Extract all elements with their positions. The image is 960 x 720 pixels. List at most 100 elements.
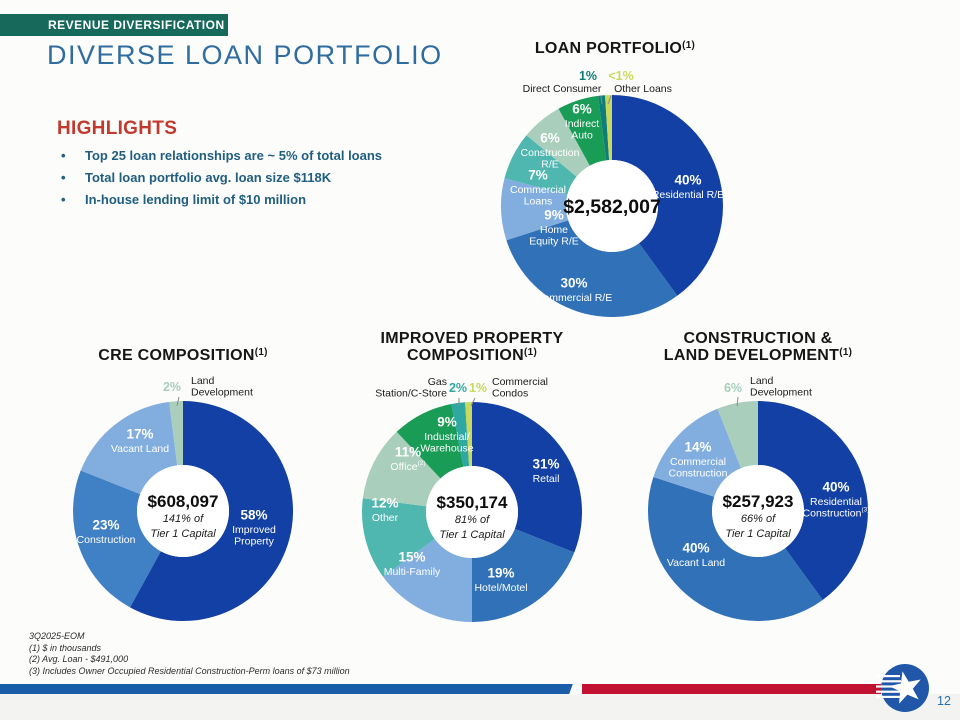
slice-name-commercial-construction: Construction bbox=[669, 468, 728, 480]
highlight-bullet: • Total loan portfolio avg. loan size $1… bbox=[57, 170, 427, 185]
slice-name-indirect-auto: Indirect bbox=[565, 118, 600, 130]
slice-name-commercial-r-e: Commercial R/E bbox=[536, 292, 612, 304]
pie-slice-construction-r-e bbox=[526, 108, 590, 177]
slice-name-residential-construction: Construction(3) bbox=[803, 507, 870, 520]
pie-slice-office bbox=[362, 431, 441, 507]
donut-chart-loan-portfolio: LOAN PORTFOLIO(1) $2,582,007 40% Residentia… bbox=[501, 40, 724, 317]
slice-name-land-development: Development bbox=[750, 387, 812, 399]
slice-name-construction: Construction bbox=[77, 534, 136, 546]
pie-slice-commercial-loans bbox=[504, 135, 577, 195]
center-subtext: Tier 1 Capital bbox=[439, 529, 505, 541]
slice-name-home-equity-r-e: Home bbox=[540, 224, 568, 236]
slice-name-land-development: Land bbox=[191, 375, 215, 387]
slice-name-commercial-construction: Commercial bbox=[670, 456, 726, 468]
pie-slice-land-development bbox=[717, 401, 758, 469]
center-subtext: Tier 1 Capital bbox=[725, 528, 791, 540]
logo-speed-lines bbox=[876, 675, 902, 698]
donut-chart-construction-land-development: CONSTRUCTION &LAND DEVELOPMENT(1) $257,92… bbox=[647, 330, 870, 622]
slice-pct-multi-family: 15% bbox=[398, 549, 425, 564]
center-subtext: 66% of bbox=[741, 513, 776, 525]
donut-chart-cre-composition: CRE COMPOSITION(1) $608,097 141% of Tier 1 … bbox=[72, 347, 294, 621]
pie-slice-land-development bbox=[169, 401, 183, 466]
leader-line bbox=[600, 95, 603, 105]
donut-hole bbox=[712, 465, 804, 557]
slice-name-vacant-land: Vacant Land bbox=[667, 557, 725, 569]
pie-slice-retail bbox=[472, 402, 583, 553]
pie-slice-other bbox=[362, 498, 435, 577]
slice-name-improved-property: Improved bbox=[232, 524, 276, 536]
slice-name-residential-construction: Residential bbox=[810, 496, 862, 508]
slice-name-indirect-auto: Auto bbox=[571, 130, 593, 142]
slice-pct-hotel-motel: 19% bbox=[487, 565, 514, 580]
slice-name-other: Other bbox=[372, 512, 399, 524]
leader-line bbox=[607, 95, 612, 105]
slice-pct-commercial-construction: 14% bbox=[684, 440, 711, 455]
pie-slice-commercial-r-e bbox=[506, 220, 678, 317]
chart-title: CONSTRUCTION & bbox=[683, 330, 832, 347]
highlight-bullet: • Top 25 loan relationships are ~ 5% of … bbox=[57, 148, 427, 163]
highlight-bullet: • In-house lending limit of $10 million bbox=[57, 192, 427, 207]
page-title: DIVERSE LOAN PORTFOLIO bbox=[47, 40, 443, 70]
slice-name-other-loans: Other Loans bbox=[614, 83, 672, 95]
pie-slice-improved-property bbox=[130, 401, 294, 621]
banner-label: REVENUE DIVERSIFICATION bbox=[48, 18, 225, 32]
center-value: $350,174 bbox=[437, 493, 508, 512]
chart-title: IMPROVED PROPERTY bbox=[381, 330, 564, 347]
highlight-text: Total loan portfolio avg. loan size $118… bbox=[85, 170, 332, 185]
footer-background bbox=[0, 694, 960, 720]
slice-pct-commercial-r-e: 30% bbox=[560, 275, 587, 290]
pie-slice-other-loans bbox=[605, 95, 612, 161]
leader-line bbox=[470, 397, 476, 407]
footnotes: 3Q2025-EOM (1) $ in thousands (2) Avg. L… bbox=[29, 631, 350, 677]
slice-pct-improved-property: 58% bbox=[240, 508, 267, 523]
donut-hole bbox=[426, 466, 518, 558]
slice-name-commercial-loans: Commercial bbox=[510, 184, 566, 196]
slice-pct-indirect-auto: 6% bbox=[572, 102, 592, 117]
bullet-dot: • bbox=[61, 170, 66, 185]
bullet-dot: • bbox=[61, 192, 66, 207]
pie-slice-industrial-warehouse bbox=[396, 403, 464, 479]
slice-name-residential-r-e: Residential R/E bbox=[652, 189, 724, 201]
slice-name-improved-property: Property bbox=[234, 536, 274, 548]
slice-pct-retail: 31% bbox=[532, 456, 559, 471]
leader-line bbox=[176, 396, 180, 407]
footnote-line: 3Q2025-EOM bbox=[29, 631, 85, 641]
slice-name-gas-station-c-store: Gas bbox=[428, 376, 447, 388]
chart-title: CRE COMPOSITION(1) bbox=[98, 347, 268, 364]
donut-hole bbox=[137, 465, 229, 557]
pie-slice-commercial-condos bbox=[465, 402, 472, 467]
donut-hole bbox=[566, 160, 658, 252]
slice-pct-residential-r-e: 40% bbox=[674, 172, 701, 187]
highlight-text: Top 25 loan relationships are ~ 5% of to… bbox=[85, 148, 383, 163]
slice-name-retail: Retail bbox=[533, 473, 560, 485]
footer-bar-blue bbox=[0, 684, 574, 694]
slice-pct-industrial-warehouse: 9% bbox=[437, 415, 457, 430]
slice-pct-commercial-loans: 7% bbox=[528, 168, 548, 183]
slice-name-hotel-motel: Hotel/Motel bbox=[474, 582, 527, 594]
center-subtext: Tier 1 Capital bbox=[150, 528, 216, 540]
chart-title: COMPOSITION(1) bbox=[407, 347, 537, 364]
slice-pct-other: 12% bbox=[371, 495, 398, 510]
page-number: 12 bbox=[937, 694, 951, 708]
slice-name-land-development: Development bbox=[191, 387, 253, 399]
highlight-text: In-house lending limit of $10 million bbox=[85, 192, 307, 207]
highlights-section: HIGHLIGHTS • Top 25 loan relationships a… bbox=[57, 118, 427, 214]
highlights-list: • Top 25 loan relationships are ~ 5% of … bbox=[57, 148, 427, 207]
slice-name-multi-family: Multi-Family bbox=[384, 566, 441, 578]
slice-name-industrial-warehouse: Industrial/ bbox=[424, 431, 470, 443]
pie-slice-commercial-construction bbox=[653, 408, 742, 497]
slice-pct-home-equity-r-e: 9% bbox=[544, 208, 564, 223]
slice-pct-land-development: 6% bbox=[724, 381, 742, 395]
highlights-heading: HIGHLIGHTS bbox=[57, 118, 178, 139]
slice-pct-construction-r-e: 6% bbox=[540, 131, 560, 146]
section-banner: REVENUE DIVERSIFICATION bbox=[0, 14, 228, 36]
pie-slice-gas-station-c-store bbox=[451, 402, 470, 467]
pie-slice-residential-r-e bbox=[612, 95, 723, 296]
slice-pct-direct-consumer: 1% bbox=[579, 69, 597, 83]
pie-slice-vacant-land bbox=[647, 477, 823, 622]
slice-pct-office: 11% bbox=[395, 444, 421, 459]
slice-pct-vacant-land: 40% bbox=[682, 540, 709, 555]
slice-name-office: Office(2) bbox=[390, 460, 425, 473]
slice-name-home-equity-r-e: Equity R/E bbox=[529, 236, 579, 248]
